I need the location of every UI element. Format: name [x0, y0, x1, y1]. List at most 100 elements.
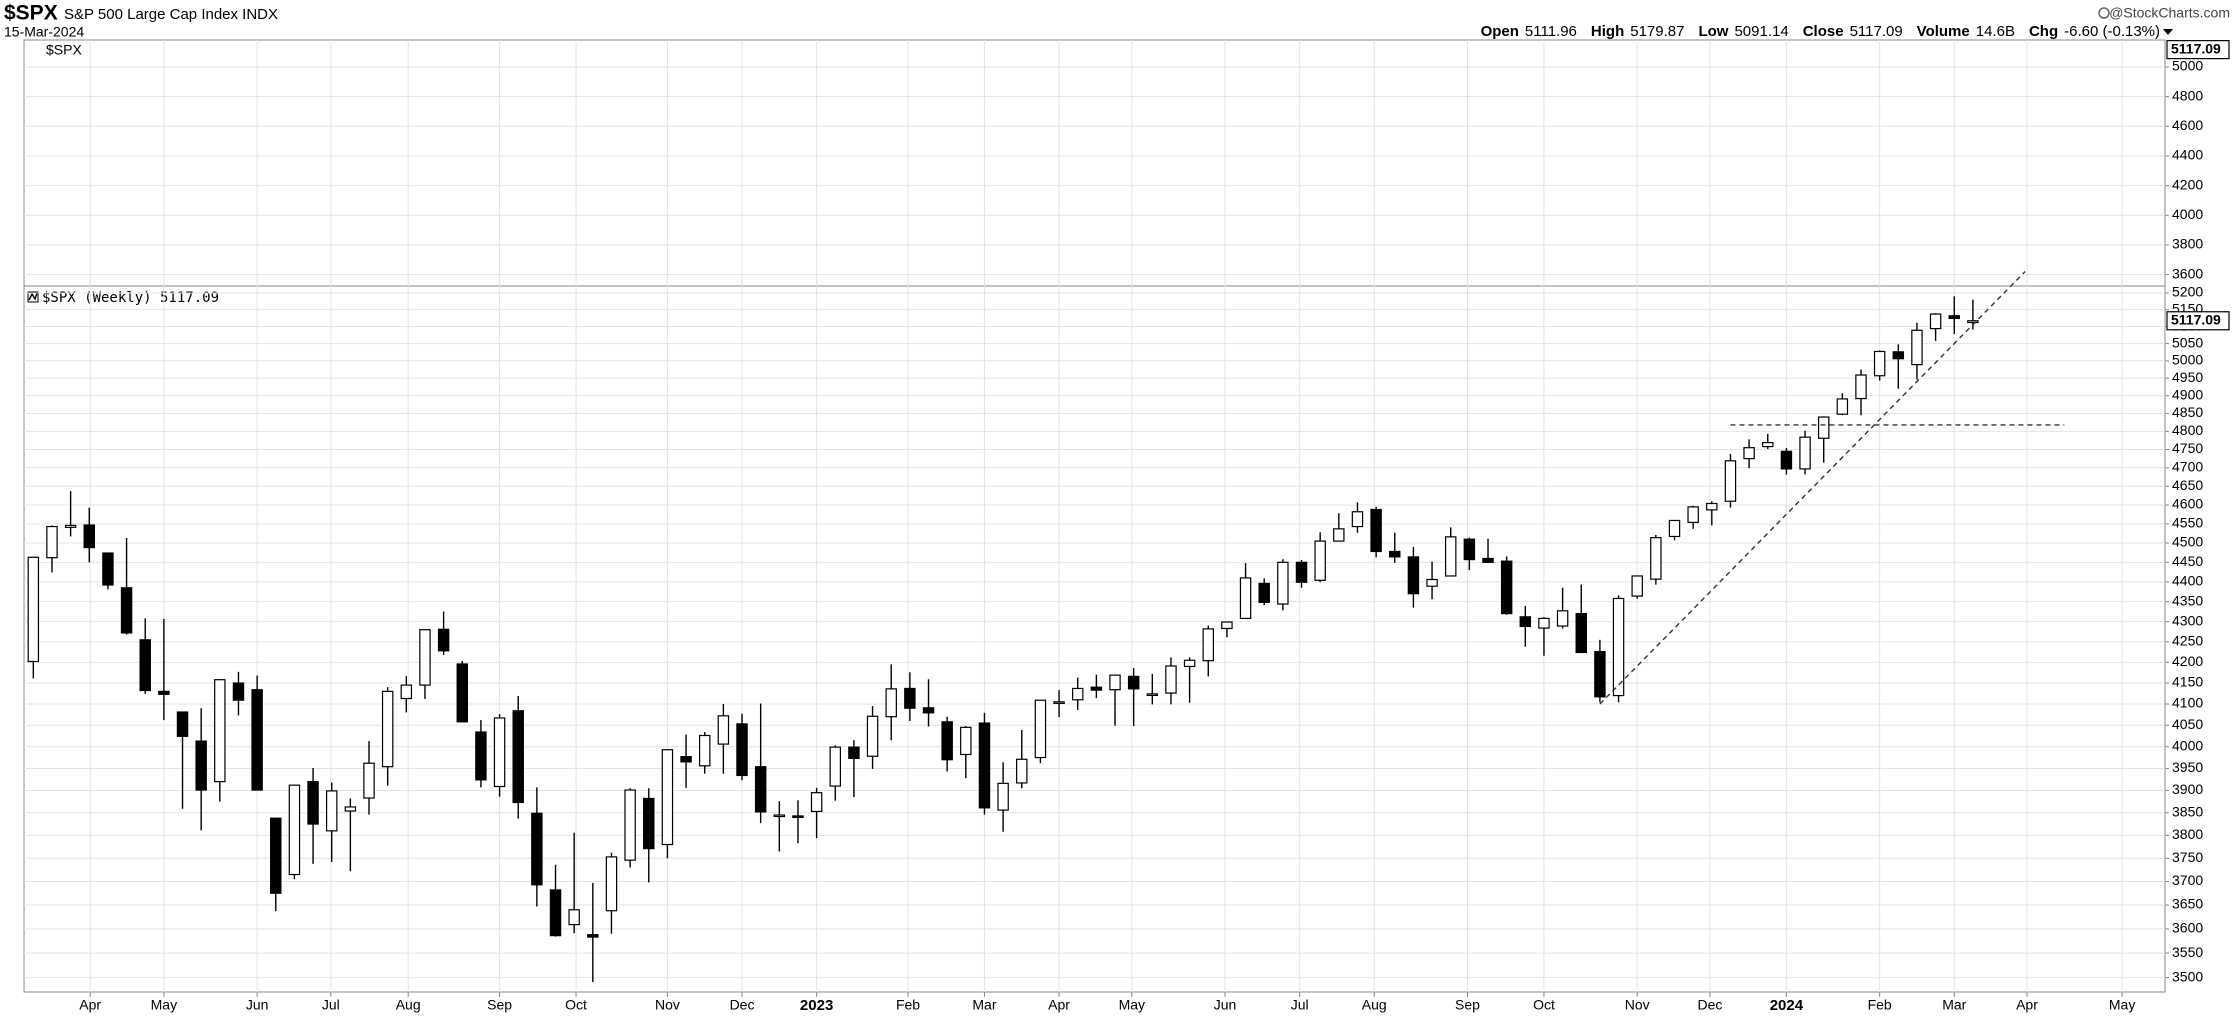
- trendline: [1599, 270, 2026, 705]
- candle-body: [754, 766, 767, 813]
- x-tick-label: Nov: [655, 997, 680, 1013]
- x-tick-label: Feb: [896, 997, 920, 1013]
- upper-price-tag: 5117.09: [2171, 40, 2221, 56]
- candle-body: [1370, 508, 1382, 553]
- y-tick-label: 4650: [2172, 477, 2203, 493]
- grid: [24, 40, 2165, 992]
- candle-body: [866, 715, 879, 757]
- y-tick-label: 3600: [2172, 920, 2203, 936]
- candle-body: [1743, 447, 1755, 460]
- upper-price-tag-box: [2166, 40, 2230, 60]
- quote-label: Chg: [2029, 23, 2058, 40]
- candle-body: [307, 781, 319, 825]
- dropdown-arrow[interactable]: [2163, 29, 2173, 35]
- x-tick-label: May: [1119, 997, 1145, 1013]
- candle-body: [1929, 313, 1942, 330]
- upper-panel-label: $SPX: [46, 42, 82, 58]
- y-tick-label: 3500: [2172, 968, 2203, 984]
- chart-date: 15-Mar-2024: [4, 24, 84, 40]
- candle-body: [83, 524, 96, 549]
- candle-body: [325, 790, 338, 832]
- y-tick-label: 3700: [2172, 872, 2203, 888]
- x-tick-label: 2023: [800, 997, 833, 1014]
- y-tick-label: 4000: [2172, 737, 2203, 753]
- candle-body: [46, 525, 58, 559]
- candle-body: [437, 628, 450, 652]
- y-tick-label: 4500: [2172, 534, 2203, 550]
- y-tick-label: 3800: [2172, 236, 2203, 252]
- y-tick-label: 5050: [2172, 334, 2203, 350]
- candle-body: [1538, 617, 1550, 629]
- candle-body: [1351, 511, 1364, 528]
- chart-title: $SPX: [4, 2, 58, 25]
- candle-body: [698, 734, 711, 767]
- x-tick-label: Aug: [396, 997, 421, 1013]
- candle-body: [1631, 575, 1643, 597]
- candle-body: [661, 749, 674, 846]
- y-tick-label: 4350: [2172, 592, 2203, 608]
- y-tick-label: 3950: [2172, 759, 2203, 775]
- candle-body: [1762, 441, 1774, 448]
- candle-body: [493, 717, 506, 788]
- x-tick-label: May: [2109, 997, 2135, 1013]
- candle-body: [643, 797, 655, 850]
- quote-line: Open 5111.96 High 5179.87 Low 5091.14 Close 511…: [1481, 23, 2160, 40]
- candle-body: [1780, 450, 1793, 470]
- candle-body: [1258, 582, 1270, 604]
- candle-body: [456, 663, 468, 723]
- y-tick-label: 4600: [2172, 496, 2203, 512]
- quote-value: 5117.09: [1850, 23, 1903, 40]
- y-tick-label: 3750: [2172, 849, 2203, 865]
- candle-body: [1612, 597, 1625, 697]
- quote-label: Volume: [1917, 23, 1970, 40]
- candle-body: [1892, 351, 1905, 360]
- y-tick-label: 4800: [2172, 422, 2203, 438]
- candle-body: [810, 792, 823, 813]
- quote-value: 5179.87: [1630, 23, 1684, 40]
- quote-label: Close: [1803, 23, 1844, 40]
- candle-body: [344, 806, 357, 812]
- x-tick-label: Oct: [1533, 997, 1555, 1013]
- candle-body: [158, 690, 170, 695]
- candle-body: [1444, 536, 1457, 577]
- x-tick-label: Oct: [565, 997, 587, 1013]
- candle-body: [549, 889, 562, 937]
- candle-body: [120, 587, 133, 634]
- panel-icon: [27, 291, 39, 303]
- y-tick-label: 5000: [2172, 351, 2203, 367]
- candle-body: [1873, 350, 1886, 377]
- x-tick-label: Feb: [1868, 997, 1892, 1013]
- y-tick-label: 5200: [2172, 284, 2203, 300]
- candle-body: [1519, 616, 1532, 628]
- candle-body: [1202, 628, 1214, 662]
- candle-body: [1650, 537, 1662, 580]
- candle-body: [1221, 621, 1233, 630]
- candle-body: [1706, 502, 1718, 511]
- quote-value: -6.60 (-0.13%): [2064, 23, 2160, 40]
- candle-body: [978, 722, 991, 809]
- candle-body: [1594, 651, 1606, 698]
- quote-label: High: [1591, 23, 1624, 40]
- candle-body: [1053, 701, 1065, 704]
- y-tick-label: 3550: [2172, 944, 2203, 960]
- candle-body: [176, 711, 189, 737]
- candle-body: [1482, 557, 1494, 563]
- y-tick-label: 4700: [2172, 459, 2203, 475]
- candle-body: [1389, 550, 1401, 558]
- candle-body: [1295, 561, 1308, 583]
- candle-body: [102, 552, 114, 586]
- quote-value: 5091.14: [1734, 23, 1788, 40]
- y-tick-label: 4850: [2172, 404, 2203, 420]
- candle-body: [1314, 540, 1326, 581]
- y-tick-label: 4450: [2172, 553, 2203, 569]
- candle-body: [381, 690, 394, 768]
- candle-body: [475, 731, 487, 781]
- candle-body: [1556, 610, 1569, 627]
- candle-body: [64, 524, 77, 528]
- candle-body: [1817, 416, 1830, 439]
- candle-body: [1836, 398, 1849, 415]
- x-tick-label: Nov: [1625, 997, 1650, 1013]
- candle-body: [1799, 436, 1811, 470]
- y-tick-label: 4050: [2172, 716, 2203, 732]
- candle-body: [624, 789, 636, 861]
